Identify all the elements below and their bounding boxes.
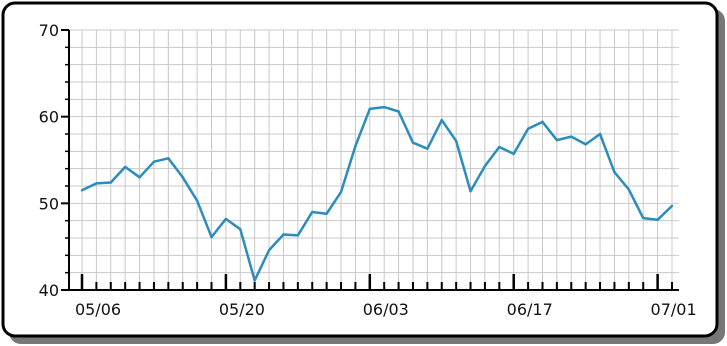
- data-point: [584, 143, 587, 146]
- x-tick-label: 07/01: [651, 300, 697, 319]
- data-point: [440, 118, 443, 122]
- data-point: [123, 165, 127, 169]
- x-tick-label: 06/03: [363, 300, 409, 319]
- data-point: [267, 248, 271, 252]
- data-point: [325, 212, 328, 215]
- data-point: [397, 110, 400, 113]
- data-point: [526, 127, 530, 130]
- tick-labels: 40 50 60 70 05/06 05/20 06/03 06/17 07/01: [39, 21, 697, 319]
- data-point: [627, 188, 631, 191]
- data-point: [354, 144, 357, 148]
- data-point: [138, 176, 141, 179]
- y-tick-label: 70: [39, 21, 59, 40]
- data-point: [368, 107, 372, 111]
- data-point: [454, 139, 458, 143]
- data-point: [598, 132, 602, 136]
- data-point: [512, 152, 515, 156]
- grid: [69, 29, 679, 290]
- x-tick-label: 05/20: [219, 300, 265, 319]
- axes: [61, 29, 679, 291]
- data-point: [670, 204, 674, 208]
- data-point: [253, 279, 256, 282]
- data-point: [152, 160, 156, 163]
- data-point: [210, 235, 213, 239]
- y-tick-label: 50: [39, 194, 59, 213]
- series-line: [81, 105, 673, 282]
- data-point: [541, 120, 544, 124]
- data-point: [80, 189, 84, 192]
- data-point: [167, 157, 170, 160]
- y-tick-label: 40: [39, 281, 59, 300]
- series: [80, 105, 674, 282]
- data-point: [95, 182, 98, 185]
- y-tick-label: 60: [39, 108, 59, 127]
- x-tick-label: 05/06: [75, 300, 121, 319]
- data-point: [109, 181, 112, 184]
- data-point: [382, 105, 386, 109]
- data-point: [296, 234, 300, 237]
- data-point: [498, 145, 501, 149]
- data-point: [483, 164, 487, 168]
- data-point: [239, 228, 242, 231]
- data-point: [570, 135, 573, 138]
- data-point: [642, 216, 645, 220]
- data-point: [555, 138, 559, 142]
- x-tick-label: 06/17: [507, 300, 553, 319]
- data-point: [195, 199, 199, 202]
- data-point: [426, 147, 429, 150]
- data-point: [656, 218, 659, 221]
- data-point: [282, 233, 285, 236]
- chart-background: [1, 1, 719, 338]
- data-point: [411, 141, 415, 144]
- data-point: [224, 217, 228, 221]
- data-point: [181, 176, 184, 179]
- data-point: [311, 210, 314, 214]
- data-point: [613, 170, 616, 174]
- data-point: [469, 190, 472, 193]
- data-point: [339, 190, 343, 194]
